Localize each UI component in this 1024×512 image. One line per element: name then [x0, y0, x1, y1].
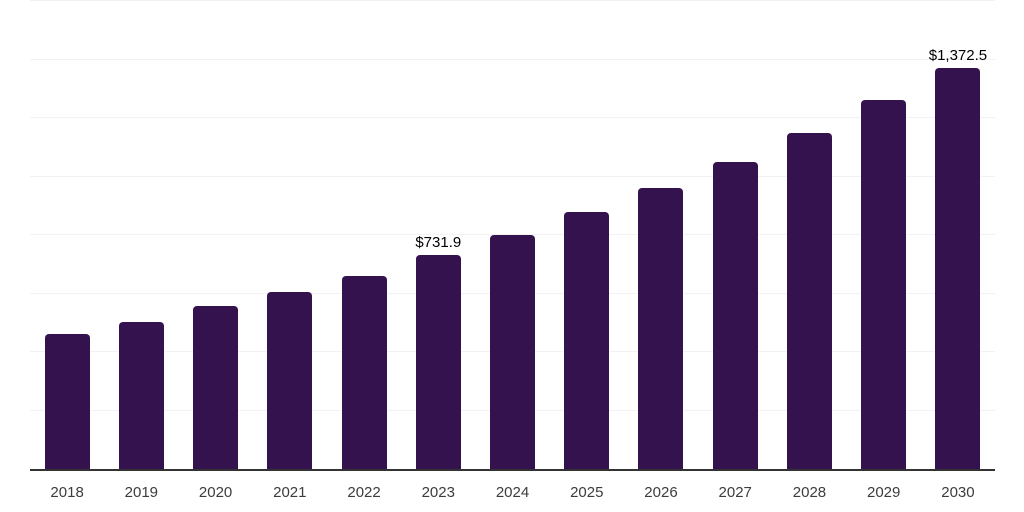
bar-slot-2022	[327, 0, 401, 469]
bar-slot-2018	[30, 0, 104, 469]
x-tick-label-2022: 2022	[347, 484, 381, 501]
plot-area: $731.9 $1,372.5	[30, 0, 995, 471]
bar-slot-2023: $731.9	[401, 0, 475, 469]
x-tick-label-2030: 2030	[941, 484, 975, 501]
bar-slot-2025	[550, 0, 624, 469]
bar-2024	[490, 234, 536, 469]
bar-2028	[786, 133, 832, 469]
bar-2025	[564, 212, 610, 469]
data-label-2023: $731.9	[415, 233, 462, 251]
gridline-800	[30, 234, 995, 235]
x-axis-tick-labels: 2018 2019 2020 2021 2022 2023 2024 2025 2026 2027…	[30, 484, 995, 501]
x-tick-label-2025: 2025	[570, 484, 604, 501]
bar-slot-2030: $1,372.5	[921, 0, 995, 469]
gridline-1600	[30, 0, 995, 1]
bar-slot-2027	[698, 0, 772, 469]
x-tick-label-2028: 2028	[792, 484, 827, 501]
x-tick-label-2021: 2021	[273, 484, 307, 501]
bar-2021	[267, 291, 313, 469]
x-tick-label-2024: 2024	[495, 484, 530, 501]
bar-2023	[415, 254, 461, 469]
bar-slot-2028	[772, 0, 846, 469]
x-tick-label-2019: 2019	[124, 484, 159, 501]
x-tick-label-2020: 2020	[198, 484, 233, 501]
bar-2030	[935, 67, 981, 469]
gridline-1200	[30, 117, 995, 118]
bar-slot-2020	[178, 0, 252, 469]
bar-2027	[712, 161, 758, 469]
x-tick-label-2026: 2026	[644, 484, 678, 501]
bar-2018	[44, 333, 90, 469]
x-tick-label-2018: 2018	[50, 484, 84, 501]
bar-slot-2021	[253, 0, 327, 469]
bar-slot-2024	[475, 0, 549, 469]
bar-slot-2019	[104, 0, 178, 469]
bar-2029	[861, 100, 907, 469]
gridline-1000	[30, 175, 995, 177]
bar-2026	[638, 187, 684, 469]
x-tick-label-2027: 2027	[718, 484, 752, 501]
bar-2019	[118, 321, 164, 469]
bar-slot-2029	[847, 0, 921, 469]
bar-slot-2026	[624, 0, 698, 469]
x-tick-label-2023: 2023	[421, 484, 455, 501]
bars-container: $731.9 $1,372.5	[30, 0, 995, 469]
x-tick-label-2029: 2029	[867, 484, 901, 501]
data-label-2030: $1,372.5	[928, 46, 988, 64]
gridline-1400	[30, 58, 995, 60]
bar-2022	[341, 275, 387, 469]
bar-2020	[193, 305, 239, 469]
